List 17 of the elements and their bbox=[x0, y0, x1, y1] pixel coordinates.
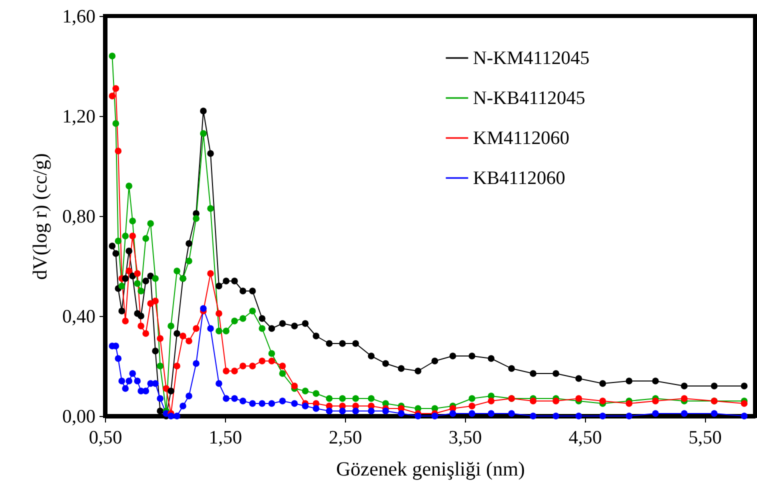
x-tick-label: 5,50 bbox=[688, 428, 722, 448]
legend-label: KM4112060 bbox=[473, 128, 570, 149]
x-tick-label: 0,50 bbox=[88, 428, 122, 448]
x-tick-label: 1,50 bbox=[208, 428, 242, 448]
y-tick-label: 1,60 bbox=[62, 6, 96, 28]
x-tick-label: 4,50 bbox=[568, 428, 602, 448]
y-tick-label: 0,00 bbox=[62, 406, 96, 428]
x-tick-label: 2,50 bbox=[328, 428, 362, 448]
y-tick-label: 0,40 bbox=[62, 306, 96, 328]
legend-label: KB4112060 bbox=[473, 168, 566, 189]
x-tick-label: 3,50 bbox=[448, 428, 482, 448]
legend-label: N-KM4112045 bbox=[473, 48, 590, 69]
legend-label: N-KB4112045 bbox=[473, 88, 586, 109]
y-tick-label: 0,80 bbox=[62, 206, 96, 228]
y-axis-title: dV(log r) (cc/g) bbox=[29, 153, 52, 280]
x-axis-title: Gözenek genişliği (nm) bbox=[336, 458, 525, 480]
y-tick-label: 1,20 bbox=[62, 106, 96, 128]
